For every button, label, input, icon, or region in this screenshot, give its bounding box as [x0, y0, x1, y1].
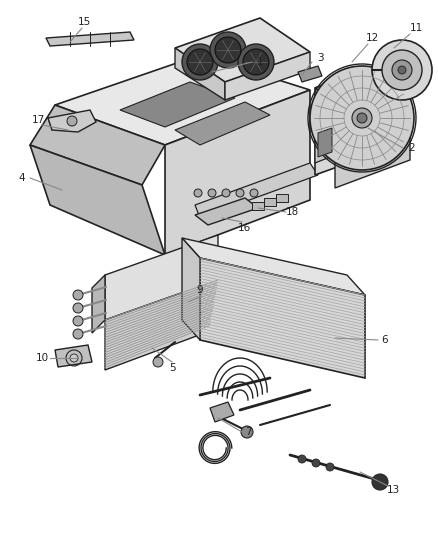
Polygon shape [46, 32, 134, 46]
Text: 12: 12 [365, 33, 378, 43]
Polygon shape [225, 52, 310, 100]
Circle shape [182, 44, 218, 80]
Polygon shape [335, 75, 410, 188]
Circle shape [187, 49, 213, 75]
Circle shape [236, 189, 244, 197]
Circle shape [398, 66, 406, 74]
Circle shape [208, 189, 216, 197]
Text: 5: 5 [169, 363, 175, 373]
Polygon shape [48, 110, 96, 132]
Text: 2: 2 [409, 143, 415, 153]
Circle shape [298, 455, 306, 463]
Polygon shape [182, 238, 200, 340]
Polygon shape [315, 122, 335, 163]
Polygon shape [55, 345, 92, 367]
Text: 3: 3 [317, 53, 323, 63]
Circle shape [382, 50, 422, 90]
Circle shape [372, 474, 388, 490]
Polygon shape [195, 163, 318, 218]
Text: 18: 18 [286, 207, 299, 217]
Circle shape [73, 316, 83, 326]
Circle shape [352, 108, 372, 128]
Text: 9: 9 [197, 285, 203, 295]
Circle shape [241, 426, 253, 438]
Text: 13: 13 [386, 485, 399, 495]
Circle shape [73, 329, 83, 339]
Polygon shape [315, 62, 390, 175]
Polygon shape [195, 198, 258, 225]
Polygon shape [165, 90, 310, 255]
Text: 10: 10 [35, 353, 49, 363]
Circle shape [73, 303, 83, 313]
Text: 17: 17 [32, 115, 45, 125]
Polygon shape [92, 275, 105, 333]
Text: 4: 4 [19, 173, 25, 183]
Polygon shape [55, 55, 310, 145]
Circle shape [67, 116, 77, 126]
Polygon shape [200, 258, 365, 378]
Polygon shape [318, 128, 332, 157]
Circle shape [372, 40, 432, 100]
Polygon shape [105, 235, 218, 320]
Circle shape [215, 37, 241, 63]
Polygon shape [175, 102, 270, 145]
Circle shape [210, 32, 246, 68]
Circle shape [357, 113, 367, 123]
Circle shape [250, 189, 258, 197]
Polygon shape [30, 105, 165, 185]
Polygon shape [264, 198, 276, 206]
Polygon shape [252, 202, 264, 210]
Text: 7: 7 [245, 427, 251, 437]
Text: 15: 15 [78, 17, 91, 27]
Circle shape [70, 354, 78, 362]
Polygon shape [120, 82, 235, 127]
Text: 1: 1 [257, 57, 263, 67]
Text: 6: 6 [381, 335, 389, 345]
Circle shape [243, 49, 269, 75]
Circle shape [392, 60, 412, 80]
Polygon shape [105, 280, 218, 370]
Circle shape [312, 459, 320, 467]
Circle shape [73, 290, 83, 300]
Circle shape [326, 463, 334, 471]
Circle shape [194, 189, 202, 197]
Text: 16: 16 [237, 223, 251, 233]
Polygon shape [315, 62, 410, 102]
Polygon shape [182, 238, 365, 295]
Circle shape [310, 66, 414, 170]
Polygon shape [175, 48, 225, 100]
Polygon shape [276, 194, 288, 202]
Circle shape [238, 44, 274, 80]
Circle shape [153, 357, 163, 367]
Polygon shape [30, 145, 165, 255]
Polygon shape [298, 66, 322, 82]
Polygon shape [210, 402, 234, 422]
Circle shape [222, 189, 230, 197]
Text: 11: 11 [410, 23, 423, 33]
Polygon shape [175, 18, 310, 82]
